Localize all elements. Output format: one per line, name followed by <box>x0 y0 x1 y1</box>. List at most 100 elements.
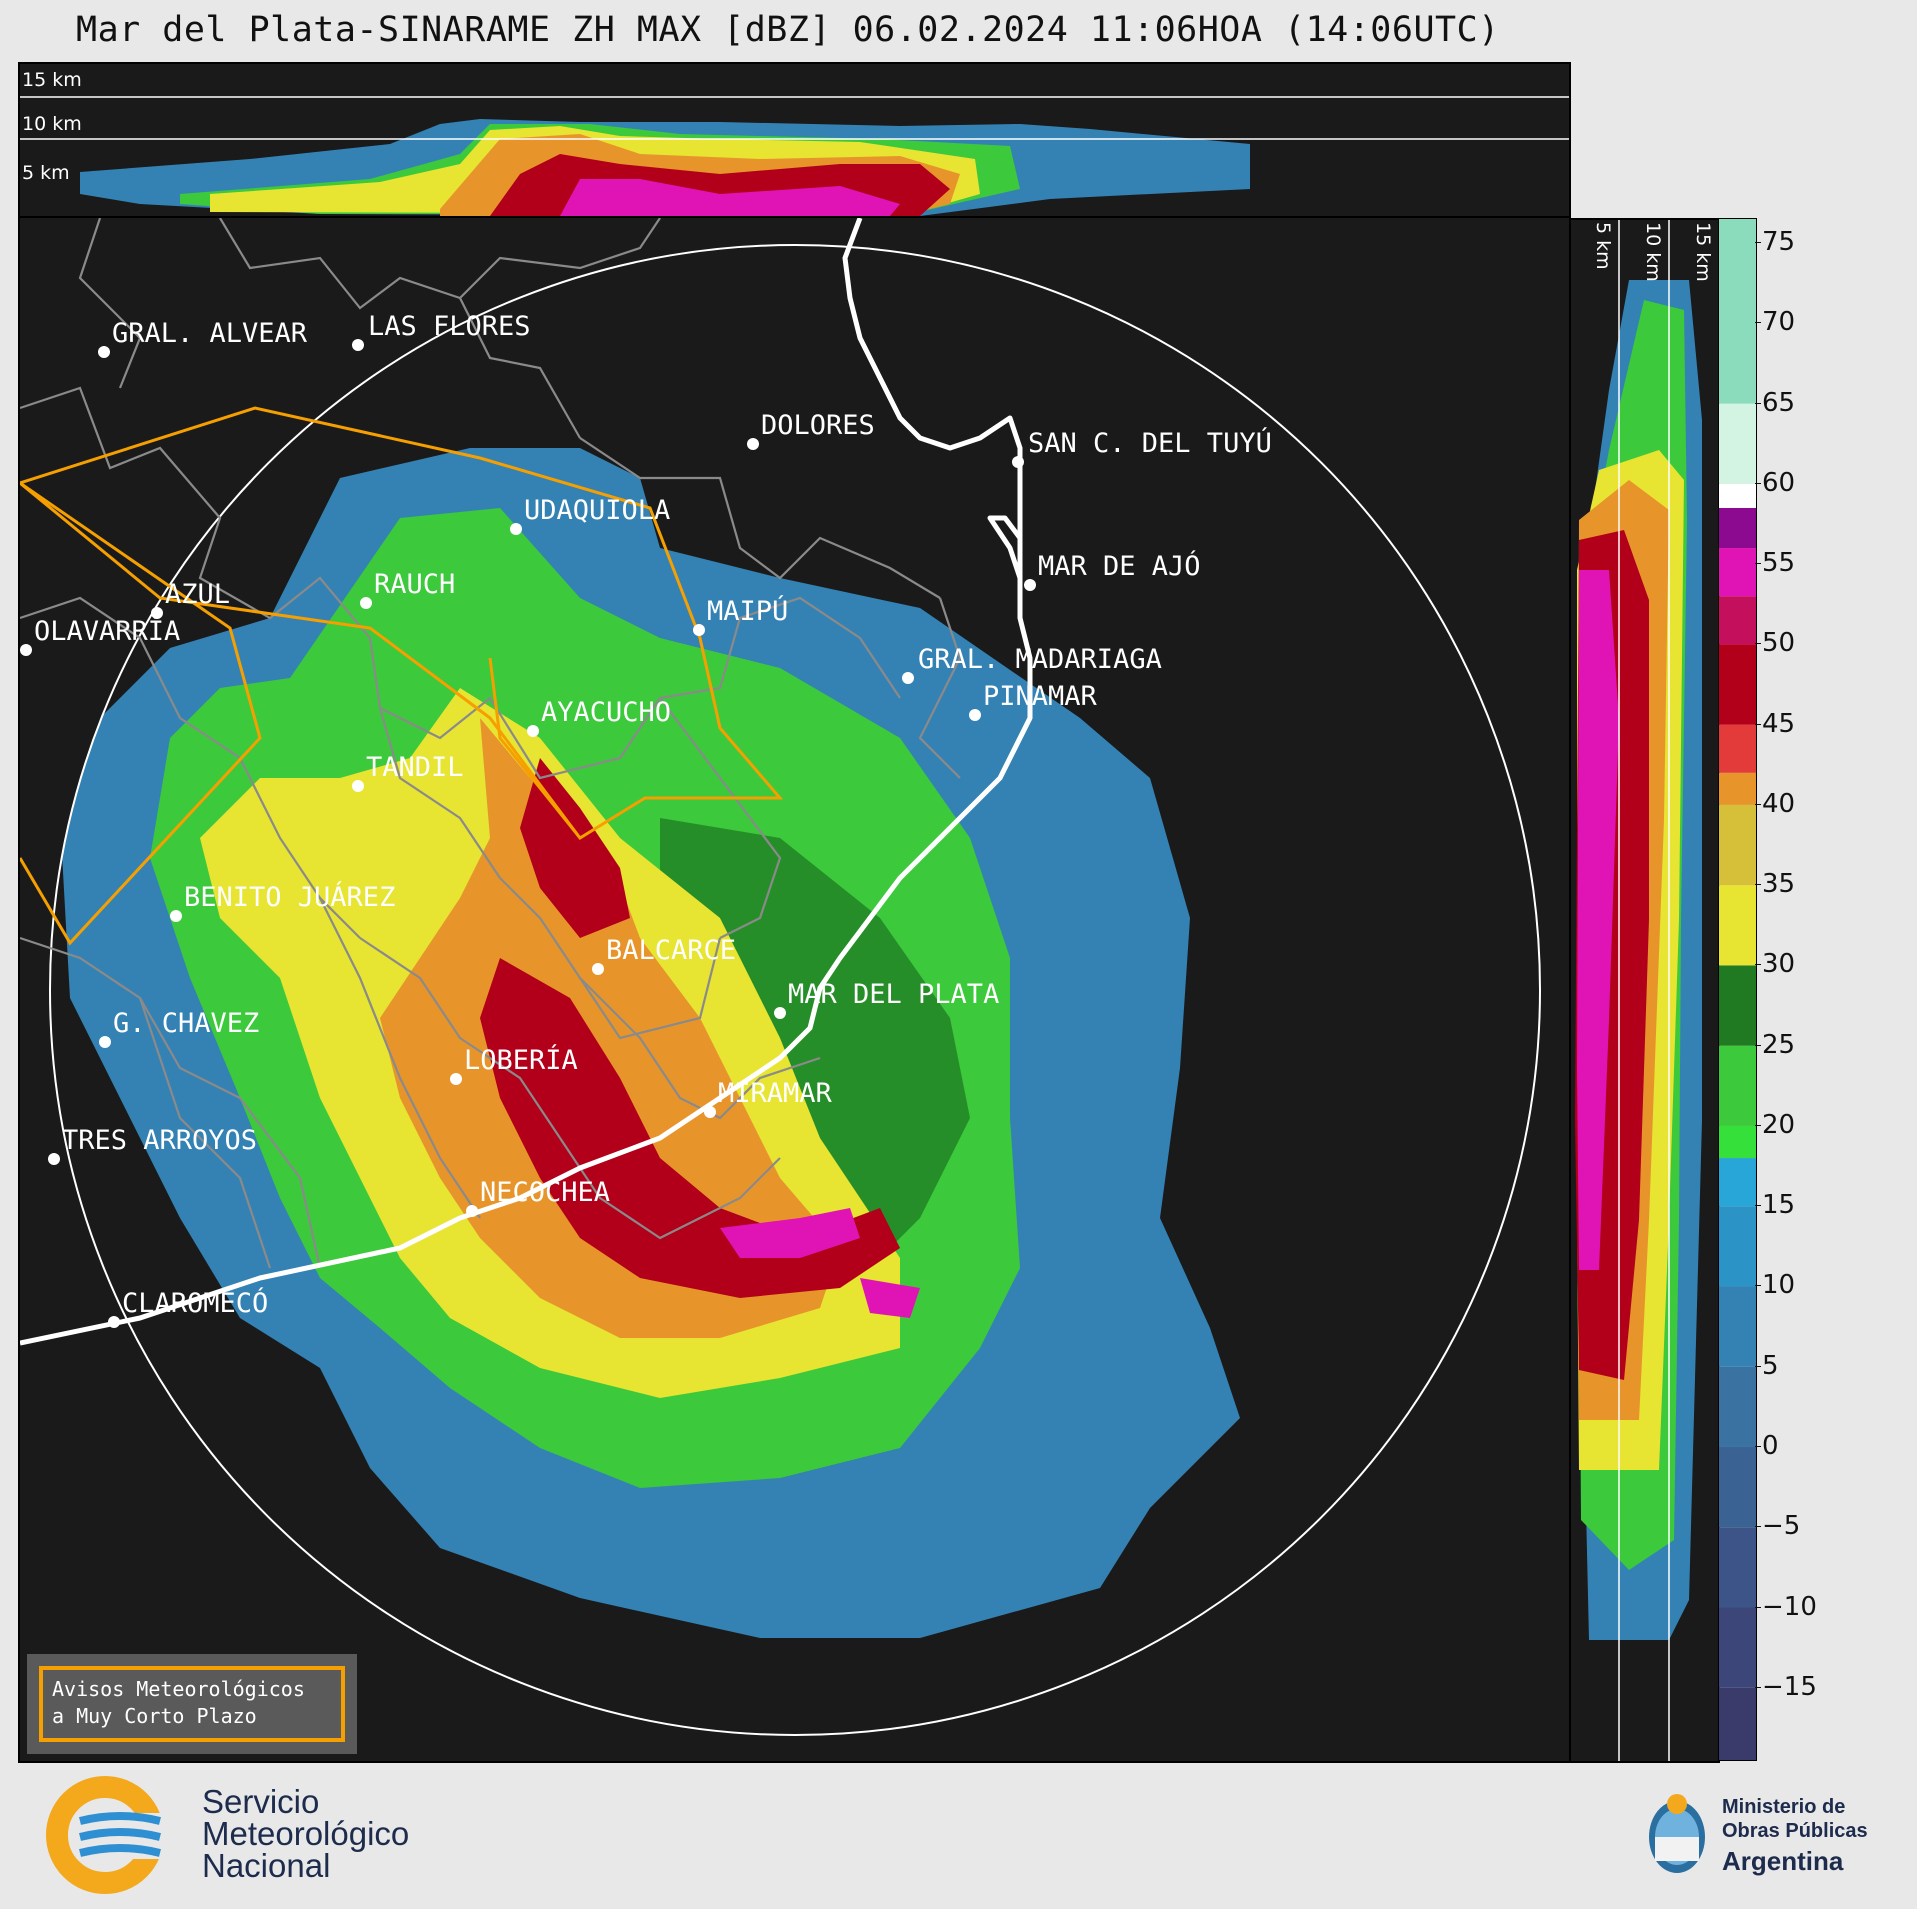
city-markers: GRAL. ALVEAR LAS FLORES DOLORES SAN C. D… <box>20 311 1272 1328</box>
colorbar-tick-label: 30 <box>1762 949 1796 980</box>
colorbar-tick <box>1755 402 1761 404</box>
colorbar-band-13 <box>1719 772 1756 805</box>
colorbar-band-20 <box>1719 403 1756 484</box>
colorbar-tick-label: 50 <box>1762 628 1796 659</box>
legend-line-1: Avisos Meteorológicos <box>52 1677 305 1701</box>
colorbar-band-9 <box>1719 1045 1756 1126</box>
top-label-10km: 10 km <box>22 113 82 135</box>
side-label-5km: 5 km <box>1592 222 1614 270</box>
range-ring <box>49 244 1541 1736</box>
city-rauch: RAUCH <box>374 569 455 600</box>
colorbar-tick <box>1755 803 1761 805</box>
colorbar-tick <box>1755 1686 1761 1688</box>
colorbar-band-7 <box>1719 1158 1756 1207</box>
city-maipu: MAIPÚ <box>707 595 788 627</box>
colorbar-band-16 <box>1719 596 1756 645</box>
colorbar-tick-label: 25 <box>1762 1029 1796 1060</box>
colorbar-tick-label: 10 <box>1762 1270 1796 1301</box>
colorbar-band-6 <box>1719 1206 1756 1287</box>
colorbar-tick <box>1755 1044 1761 1046</box>
city-ayacucho: AYACUCHO <box>541 697 671 728</box>
argentina-seal-icon <box>1649 1794 1705 1873</box>
city-gral-alvear: GRAL. ALVEAR <box>112 318 308 349</box>
colorbar-tick <box>1755 1526 1761 1528</box>
city-las-flores: LAS FLORES <box>368 311 531 342</box>
coastline <box>20 218 1033 1346</box>
colorbar-band-0 <box>1719 1687 1756 1760</box>
ministry-text-3: Argentina <box>1722 1846 1844 1876</box>
city-olavarria: OLAVARRÍA <box>34 615 180 647</box>
colorbar-tick <box>1755 1606 1761 1608</box>
smn-text-1: Servicio <box>202 1783 320 1820</box>
colorbar-tick-label: 20 <box>1762 1109 1796 1140</box>
district-boundaries <box>20 218 962 1269</box>
city-mar-del-plata: MAR DEL PLATA <box>788 979 999 1010</box>
city-gral-madariaga: GRAL. MADARIAGA <box>918 644 1162 675</box>
colorbar-svg <box>1719 219 1756 1760</box>
colorbar-band-17 <box>1719 548 1756 597</box>
top-label-15km: 15 km <box>22 69 82 91</box>
colorbar-tick-label: 75 <box>1762 227 1796 258</box>
colorbar-band-14 <box>1719 724 1756 773</box>
city-miramar: MIRAMAR <box>718 1078 833 1109</box>
colorbar-tick-label: 55 <box>1762 548 1796 579</box>
colorbar-band-18 <box>1719 507 1756 549</box>
smn-logo: Servicio Meteorológico Nacional <box>30 1775 430 1895</box>
city-dolores: DOLORES <box>761 410 875 441</box>
radar-map: GRAL. ALVEAR LAS FLORES DOLORES SAN C. D… <box>18 216 1571 1763</box>
colorbar-tick-label: −10 <box>1762 1591 1817 1622</box>
colorbar-tick <box>1755 643 1761 645</box>
ministry-text-1: Ministerio de <box>1722 1796 1846 1818</box>
ministry-text-2: Obras Públicas <box>1722 1820 1868 1842</box>
city-pinamar: PINAMAR <box>983 681 1098 712</box>
top-cross-section: 15 km 10 km 5 km <box>18 62 1571 220</box>
colorbar-tick-label: −5 <box>1762 1511 1801 1542</box>
colorbar-band-4 <box>1719 1366 1756 1447</box>
colorbar-band-15 <box>1719 644 1756 725</box>
top-cross-section-svg: 15 km 10 km 5 km <box>20 69 1569 216</box>
colorbar-tick <box>1755 964 1761 966</box>
side-label-10km: 10 km <box>1642 222 1664 282</box>
city-udaquiola: UDAQUIOLA <box>524 495 670 526</box>
city-g-chavez: G. CHAVEZ <box>113 1008 259 1039</box>
colorbar-tick-label: 35 <box>1762 869 1796 900</box>
chart-title: Mar del Plata-SINARAME ZH MAX [dBZ] 06.0… <box>76 10 1500 50</box>
colorbar-tick <box>1755 482 1761 484</box>
colorbar-band-8 <box>1719 1125 1756 1159</box>
colorbar-tick-label: 45 <box>1762 708 1796 739</box>
city-mar-de-ajo: MAR DE AJÓ <box>1038 550 1201 582</box>
colorbar-band-11 <box>1719 885 1756 966</box>
colorbar-tick-label: 5 <box>1762 1350 1779 1381</box>
colorbar-tick-label: 65 <box>1762 387 1796 418</box>
smn-text-3: Nacional <box>202 1847 331 1884</box>
colorbar-tick-label: −15 <box>1762 1671 1817 1702</box>
side-label-15km: 15 km <box>1692 222 1714 282</box>
city-loberia: LOBERÍA <box>464 1044 578 1076</box>
city-tres-arroyos: TRES ARROYOS <box>62 1125 257 1156</box>
colorbar-tick <box>1755 884 1761 886</box>
city-tandil: TANDIL <box>366 752 464 783</box>
colorbar-band-10 <box>1719 965 1756 1046</box>
city-balcarce: BALCARCE <box>606 935 736 966</box>
city-claromeco: CLAROMECÓ <box>122 1287 268 1319</box>
colorbar-tick <box>1755 1365 1761 1367</box>
colorbar-tick <box>1755 723 1761 725</box>
warnings-legend[interactable]: Avisos Meteorológicos a Muy Corto Plazo <box>27 1654 357 1754</box>
radar-map-svg: GRAL. ALVEAR LAS FLORES DOLORES SAN C. D… <box>20 218 1541 1754</box>
colorbar-tick-label: 70 <box>1762 307 1796 338</box>
colorbar-tick <box>1755 322 1761 324</box>
colorbar-tick <box>1755 1285 1761 1287</box>
side-cross-section: 5 km 10 km 15 km <box>1567 218 1720 1763</box>
warning-polygons <box>20 406 784 946</box>
legend-line-2: a Muy Corto Plazo <box>52 1704 257 1728</box>
colorbar-tick <box>1755 563 1761 565</box>
city-san-c-del-tuyu: SAN C. DEL TUYÚ <box>1028 427 1272 459</box>
smn-logo-icon <box>46 1776 200 1894</box>
colorbar <box>1718 218 1757 1761</box>
colorbar-tick <box>1755 242 1761 244</box>
city-necochea: NECOCHEA <box>480 1177 610 1208</box>
colorbar-tick-label: 60 <box>1762 467 1796 498</box>
colorbar-band-3 <box>1719 1446 1756 1528</box>
top-label-5km: 5 km <box>22 162 70 184</box>
colorbar-tick-label: 40 <box>1762 788 1796 819</box>
